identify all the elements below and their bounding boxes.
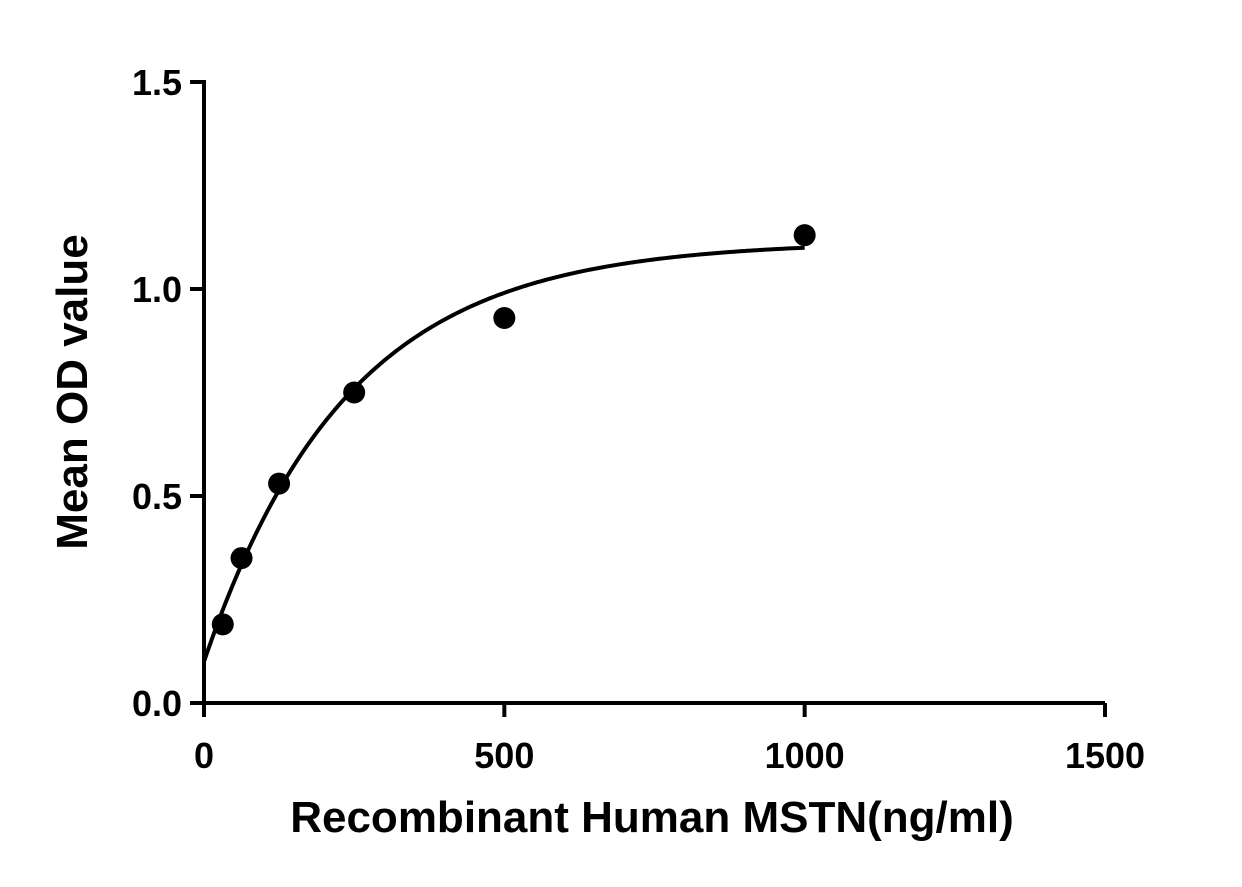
y-tick-label: 1.0 [132, 269, 182, 310]
data-point [212, 613, 234, 635]
data-points [212, 224, 816, 635]
x-tick-label: 1000 [765, 735, 845, 776]
data-point [794, 224, 816, 246]
x-tick-label: 500 [474, 735, 534, 776]
x-tick-label: 1500 [1065, 735, 1145, 776]
y-axis-title: Mean OD value [48, 234, 97, 549]
x-ticks: 0 500 1000 1500 [194, 703, 1145, 776]
x-axis-title: Recombinant Human MSTN(ng/ml) [290, 793, 1014, 842]
x-axis: 0 500 1000 1500 [194, 703, 1145, 776]
y-ticks: 0.0 0.5 1.0 1.5 [132, 62, 204, 724]
y-tick-label: 0.0 [132, 683, 182, 724]
data-point [268, 473, 290, 495]
data-point [493, 307, 515, 329]
y-tick-label: 0.5 [132, 476, 182, 517]
data-point [343, 382, 365, 404]
data-point [231, 547, 253, 569]
x-tick-label: 0 [194, 735, 214, 776]
y-tick-label: 1.5 [132, 62, 182, 103]
y-axis: 0.0 0.5 1.0 1.5 [132, 62, 204, 724]
